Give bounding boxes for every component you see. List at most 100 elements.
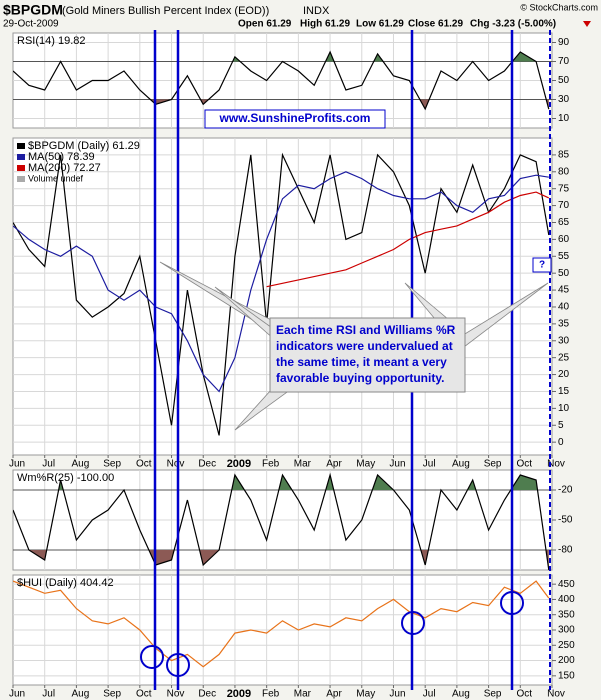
x-tick-label: Aug: [72, 459, 90, 470]
x-tick-label: Mar: [294, 689, 312, 700]
signal-circle: [500, 591, 524, 615]
legend-entry: $HUI (Daily) 404.42: [17, 577, 114, 589]
y-tick-label: 150: [558, 670, 575, 681]
x-tick-label: Jun: [9, 459, 25, 470]
x-tick-label: Apr: [326, 689, 342, 700]
x-tick-label: Jul: [423, 689, 436, 700]
y-tick-label: 85: [558, 150, 570, 161]
overlay: www.SunshineProfits.com Each time RSI an…: [140, 30, 552, 690]
high: High 61.29: [300, 19, 350, 30]
panel: 10 30 50 70 90 RSI(14) 19.82: [12, 32, 570, 129]
legend-swatch: [17, 143, 25, 149]
open: Open 61.29: [238, 19, 292, 30]
legend-entry: Volume undef: [28, 173, 84, 183]
y-tick-label: 15: [558, 386, 570, 397]
series-line: [13, 580, 550, 668]
x-tick-label: Jun: [389, 689, 405, 700]
x-tick-label: Sep: [103, 689, 121, 700]
y-tick-label: 10: [558, 113, 570, 124]
website-box: [204, 109, 386, 129]
y-tick-label: -20: [558, 485, 573, 496]
y-tick-label: 0: [558, 437, 564, 448]
legend-entry: $BPGDM (Daily) 61.29: [28, 140, 140, 152]
signal-circle: [401, 611, 425, 635]
plot-area: [12, 137, 553, 456]
x-tick-label: Nov: [167, 459, 185, 470]
y-tick-label: 250: [558, 640, 575, 651]
panel: -20 -50 -80 Wm%R(25) -100.00: [12, 469, 573, 571]
x-tick-label: Nov: [547, 689, 565, 700]
y-tick-label: 55: [558, 251, 570, 262]
signal-circles: [140, 591, 524, 677]
x-tick-label: Jul: [423, 459, 436, 470]
change: Chg -3.23 (-5.00%): [470, 19, 556, 30]
x-tick-label: 2009: [227, 458, 251, 470]
x-tick-label: Oct: [517, 689, 533, 700]
x-tick-label: Apr: [326, 459, 342, 470]
legend-swatch: [17, 176, 25, 182]
x-tick-label: Feb: [262, 459, 280, 470]
signal-circle: [140, 645, 164, 669]
legend-swatch: [17, 154, 25, 160]
x-tick-label: Dec: [198, 689, 216, 700]
x-tick-label: Aug: [452, 459, 470, 470]
series-line: [13, 152, 550, 436]
exchange: INDX: [303, 5, 330, 17]
close: Close 61.29: [408, 19, 463, 30]
callout-line: favorable buying opportunity.: [276, 371, 444, 385]
down-arrow: [583, 21, 591, 27]
index-name: (Gold Miners Bullish Percent Index (EOD)…: [62, 5, 269, 17]
y-tick-label: 25: [558, 352, 570, 363]
x-tick-label: Sep: [103, 459, 121, 470]
symbol: $BPGDM: [3, 2, 63, 18]
date: 29-Oct-2009: [3, 19, 59, 30]
y-tick-label: 75: [558, 183, 570, 194]
x-tick-label: Jul: [42, 689, 55, 700]
series-line: [13, 50, 550, 111]
x-tick-label: Jul: [42, 459, 55, 470]
y-tick-label: 350: [558, 609, 575, 620]
x-tick-label: Nov: [547, 459, 565, 470]
y-tick-label: 30: [558, 335, 570, 346]
y-tick-label: 50: [558, 268, 570, 279]
y-tick-label: 50: [558, 75, 570, 86]
panel: 150 200 250 300 350 400 450 $HUI (Daily) 404.42…: [9, 574, 575, 700]
credit: © StockCharts.com: [520, 2, 598, 12]
x-tick-label: Oct: [136, 689, 152, 700]
x-tick-label: Sep: [484, 459, 502, 470]
y-tick-label: 45: [558, 285, 570, 296]
series-line: [13, 472, 550, 570]
y-tick-label: 30: [558, 94, 570, 105]
x-tick-label: Nov: [167, 689, 185, 700]
plots: 10 30 50 70 90 RSI(14) 19.82 0 5 10 15 20 25 30 35 40 4…: [9, 32, 575, 700]
low: Low 61.29: [356, 19, 404, 30]
y-tick-label: -80: [558, 545, 573, 556]
x-tick-label: Feb: [262, 689, 280, 700]
y-tick-label: 300: [558, 625, 575, 636]
legend-entry: MA(200) 72.27: [28, 162, 101, 174]
y-tick-label: 80: [558, 166, 570, 177]
y-tick-label: -50: [558, 515, 573, 526]
callout-line: Each time RSI and Williams %R: [276, 323, 456, 337]
legend-entry: MA(50) 78.39: [28, 151, 95, 163]
y-tick-label: 40: [558, 302, 570, 313]
x-tick-label: Dec: [198, 459, 216, 470]
y-tick-label: 10: [558, 403, 570, 414]
x-tick-label: Jun: [9, 689, 25, 700]
y-tick-label: 400: [558, 594, 575, 605]
callout-line: the same time, it meant a very: [276, 355, 447, 369]
series-line: [13, 171, 549, 393]
y-tick-label: 60: [558, 234, 570, 245]
y-tick-label: 70: [558, 56, 570, 67]
website: www.SunshineProfits.com: [219, 111, 371, 125]
signal-circle: [166, 653, 190, 677]
x-tick-label: May: [356, 689, 375, 700]
y-tick-label: 5: [558, 420, 564, 431]
y-tick-label: 20: [558, 369, 570, 380]
y-tick-label: 35: [558, 319, 570, 330]
x-tick-label: Aug: [452, 689, 470, 700]
x-tick-label: 2009: [227, 688, 251, 700]
callout-box: [269, 317, 466, 393]
